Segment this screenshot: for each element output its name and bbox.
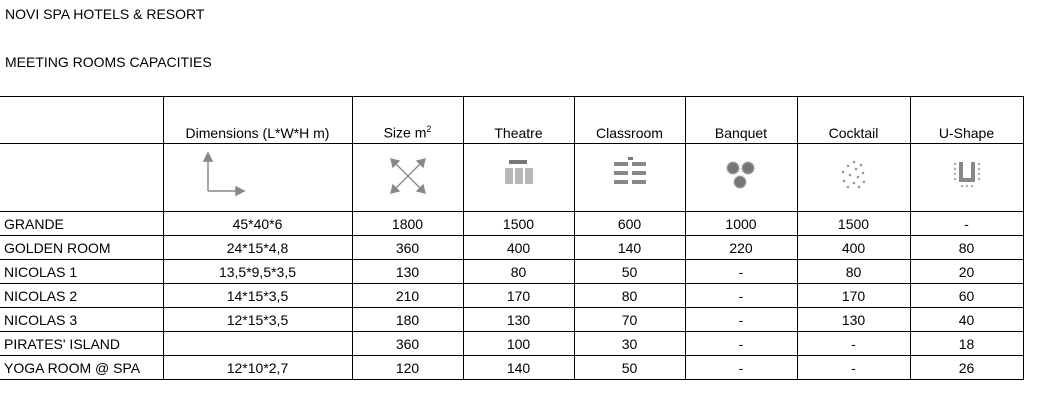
room-name-cell: NICOLAS 2 [0,283,164,308]
size-cell: 360 [351,235,464,260]
dimensions-cell: 13,5*9,5*3,5 [162,259,353,284]
room-name-cell: NICOLAS 1 [0,259,164,284]
theatre-cell: 130 [462,307,575,332]
dimensions-cell [162,331,353,356]
header-size: Size m2 [351,96,464,144]
ushape-cell: 20 [909,259,1024,284]
cocktail-cell: - [796,331,911,356]
ushape-cell: 26 [909,355,1024,380]
header-room [0,96,164,144]
theatre-cell: 100 [462,331,575,356]
size-cell: 360 [351,331,464,356]
theatre-cell: 80 [462,259,575,284]
classroom-cell: 30 [573,331,686,356]
room-name-cell: NICOLAS 3 [0,307,164,332]
theatre-cell: 140 [462,355,575,380]
classroom-cell: 80 [573,283,686,308]
page-subtitle: MEETING ROOMS CAPACITIES [5,54,212,70]
dimensions-axes-icon [162,143,353,212]
header-theatre: Theatre [462,96,575,144]
banquet-cell: 1000 [684,211,798,236]
size-cell: 130 [351,259,464,284]
icon-empty [0,143,164,212]
hotel-title: NOVI SPA HOTELS & RESORT [5,6,205,22]
cocktail-cell: 1500 [796,211,911,236]
theatre-layout-icon [462,143,575,212]
classroom-cell: 600 [573,211,686,236]
table-row: GRANDE 45*40*6 1800 1500 600 1000 1500- [0,211,1024,236]
size-cell: 180 [351,307,464,332]
capacities-table: Dimensions (L*W*H m) Size m2 Theatre Cla… [0,96,1024,380]
banquet-cell: - [684,283,798,308]
header-classroom: Classroom [573,96,686,144]
ushape-cell: 18 [909,331,1024,356]
header-ushape: U-Shape [909,96,1024,144]
dimensions-cell: 12*15*3,5 [162,307,353,332]
banquet-cell: - [684,259,798,284]
banquet-layout-icon [684,143,798,212]
ushape-cell: - [909,211,1024,236]
banquet-cell: 220 [684,235,798,260]
theatre-cell: 400 [462,235,575,260]
size-cell: 210 [351,283,464,308]
size-arrows-icon [351,143,464,212]
cocktail-cell: 130 [796,307,911,332]
classroom-cell: 50 [573,259,686,284]
table-row: GOLDEN ROOM 24*15*4,8 360 400 140 220 400 80 [0,235,1024,260]
classroom-cell: 70 [573,307,686,332]
dimensions-cell: 45*40*6 [162,211,353,236]
header-cocktail: Cocktail [796,96,911,144]
table-row: NICOLAS 1 13,5*9,5*3,5 130 80 50-80 20 [0,259,1024,284]
cocktail-cell: 400 [796,235,911,260]
table-row: NICOLAS 2 14*15*3,5 210 170 80-170 60 [0,283,1024,308]
dimensions-cell: 24*15*4,8 [162,235,353,260]
banquet-cell: - [684,355,798,380]
classroom-layout-icon [573,143,686,212]
cocktail-cell: - [796,355,911,380]
header-banquet: Banquet [684,96,798,144]
ushape-cell: 60 [909,283,1024,308]
theatre-cell: 1500 [462,211,575,236]
banquet-cell: - [684,307,798,332]
classroom-cell: 50 [573,355,686,380]
u-shape-layout-icon [909,143,1024,212]
ushape-cell: 40 [909,307,1024,332]
size-cell: 120 [351,355,464,380]
dimensions-cell: 12*10*2,7 [162,355,353,380]
cocktail-cell: 80 [796,259,911,284]
table-row: YOGA ROOM @ SPA 12*10*2,7 120 140 50- -26 [0,355,1024,380]
table-row: NICOLAS 3 12*15*3,5 180 130 70-130 40 [0,307,1024,332]
size-cell: 1800 [351,211,464,236]
table-row: PIRATES' ISLAND 360 100 30- -18 [0,331,1024,356]
room-name-cell: PIRATES' ISLAND [0,331,164,356]
ushape-cell: 80 [909,235,1024,260]
cocktail-cell: 170 [796,283,911,308]
room-name-cell: GOLDEN ROOM [0,235,164,260]
room-name-cell: YOGA ROOM @ SPA [0,355,164,380]
banquet-cell: - [684,331,798,356]
theatre-cell: 170 [462,283,575,308]
room-name-cell: GRANDE [0,211,164,236]
cocktail-layout-icon [796,143,911,212]
classroom-cell: 140 [573,235,686,260]
header-dimensions: Dimensions (L*W*H m) [162,96,353,144]
dimensions-cell: 14*15*3,5 [162,283,353,308]
